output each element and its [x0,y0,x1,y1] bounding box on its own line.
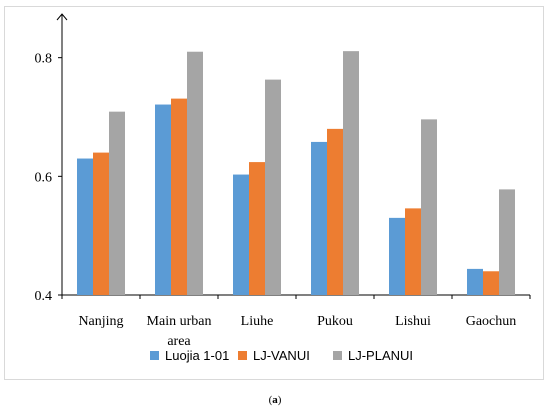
bar [311,141,327,295]
legend-label: Luojia 1-01 [165,348,229,363]
bar [483,271,499,295]
bar [233,174,249,295]
legend-label: LJ-PLANUI [348,348,413,363]
x-category-label: Pukou [317,314,353,329]
y-tick-label: 0.4 [35,289,53,304]
x-category-labels: Nanjing Main urban area Liuhe Pukou Lishui Gao… [61,295,531,349]
bar [343,51,359,295]
bar [327,128,343,295]
bar [467,268,483,295]
bar [405,208,421,295]
bar [171,98,187,296]
bar [77,158,93,295]
bar [249,162,265,295]
legend-swatch [333,351,342,360]
legend-swatch [238,351,247,360]
x-category-label: Nanjing [78,314,123,329]
x-category-label: Lishui [395,314,431,329]
bar [93,152,109,295]
bar [155,104,171,295]
caption-label: a [272,394,278,406]
caption-paren-close: ) [277,394,282,406]
y-tick-label: 0.8 [35,52,53,67]
bar [421,119,437,295]
legend: Luojia 1-01 LJ-VANUI LJ-PLANUI [150,348,413,363]
y-tick-labels: 0.4 0.6 0.8 [35,52,62,304]
x-category-label: Main urban [147,314,212,329]
bar [389,217,405,295]
figure-caption: (a) [0,394,550,406]
y-axis-arrow [56,13,68,21]
x-category-label: Gaochun [466,314,517,329]
x-category-label: Liuhe [241,314,274,329]
axes [56,13,530,296]
bars [77,51,515,296]
caption-paren-open: ( [268,394,273,406]
bar-chart: 0.4 0.6 0.8 Nanjing Main urban area Liuhe Puko… [35,13,531,363]
y-tick-label: 0.6 [35,170,53,185]
bar [265,79,281,296]
bar [187,51,203,295]
legend-swatch [150,351,159,360]
x-category-label: area [167,334,191,349]
bar [109,111,125,295]
legend-label: LJ-VANUI [253,348,310,363]
bar [499,189,515,295]
